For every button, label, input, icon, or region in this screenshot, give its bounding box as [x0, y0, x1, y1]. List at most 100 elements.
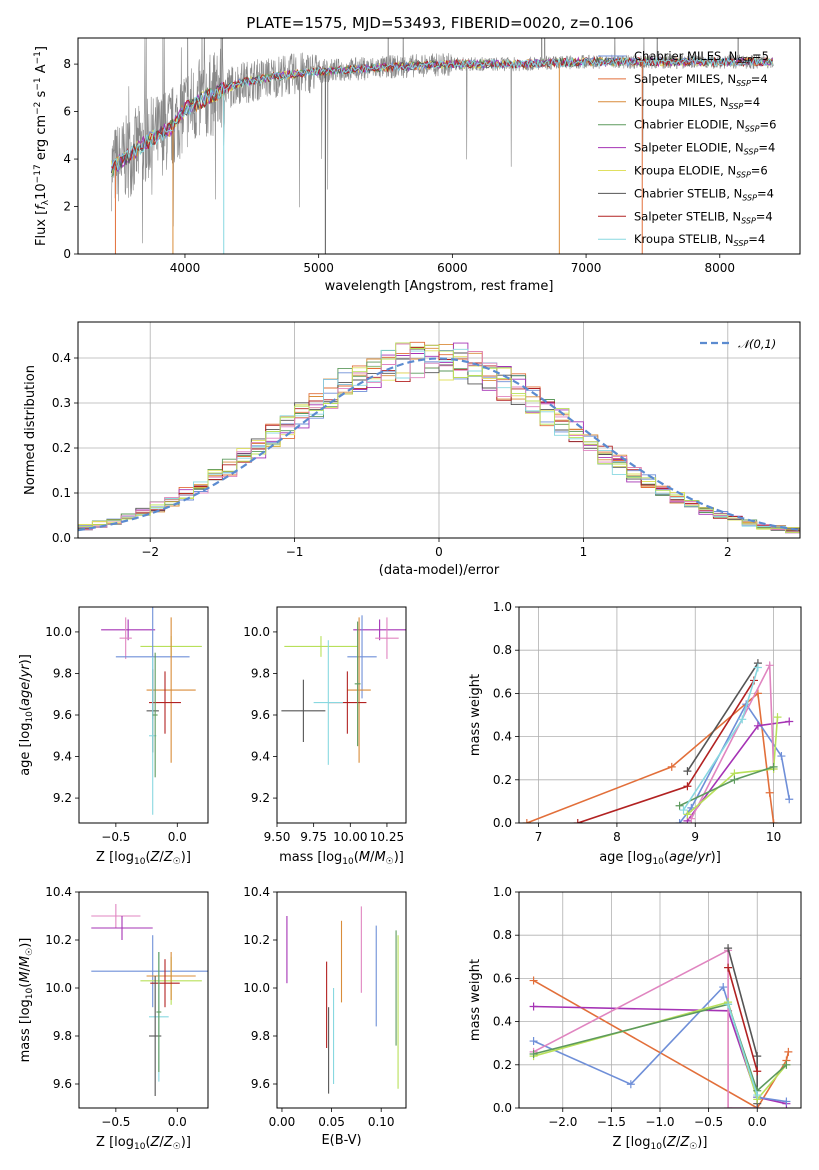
clip-ageZ-plot-area [101, 607, 202, 815]
mwZ-marker-0-0 [529, 976, 538, 985]
spectrum-frame [77, 37, 801, 255]
mwZ-ylabel: mass weight [468, 959, 483, 1041]
massweight-vs-Z-xtick-label-1: −1.5 [597, 1115, 626, 1129]
massZ-xlabel: Z [log10(Z/Z☉)] [96, 1135, 191, 1152]
mass-vs-ebv-ytick-label-2: 10.0 [243, 981, 270, 995]
mass-vs-ebv-panel: 0.00 0.05 0.10 9.6 9.8 10.0 10.2 10.4 E(B-V) [243, 885, 407, 1148]
hist-xlabel: (data-model)/error [379, 563, 500, 578]
ageZ-xlabel: Z [log10(Z/Z☉)] [96, 850, 191, 867]
legend-label-3: Chabrier ELODIE, NSSP=6 [634, 118, 776, 134]
massweight-vs-Z-ytick-label-1: 0.2 [493, 1058, 512, 1072]
massweight-vs-Z-xtick-label-3: −0.5 [694, 1115, 723, 1129]
massweight-vs-age-ytick-label-2: 0.4 [493, 730, 512, 744]
gaussian-curve [78, 357, 800, 532]
massweight-vs-age-xtick-label-1: 8 [613, 830, 621, 844]
spectrum-ytick-label-2: 4 [63, 152, 71, 166]
mwZ-marker-3-2 [724, 1104, 733, 1108]
residual-hist-xtick-label-2: 0 [435, 545, 443, 559]
clip-mwZ-plot-area [529, 944, 793, 1108]
clip-ageM-plot-area [281, 615, 406, 765]
mwZ-xlabel: Z [log10(Z/Z☉)] [613, 1135, 708, 1152]
mwAge-marker-4-2 [785, 717, 794, 726]
ageM-frame [276, 606, 407, 824]
spectrum-xtick-label-3: 7000 [571, 261, 602, 275]
mwAge-marker-1-0 [675, 819, 684, 823]
spectrum-legend: Chabrier MILES, NSSP=5 Salpeter MILES, NS… [598, 49, 776, 248]
mwAge-frame [518, 606, 802, 824]
legend-label-7: Salpeter STELIB, NSSP=4 [634, 209, 773, 225]
age-vs-Z-ytick-label-0: 9.2 [53, 791, 72, 805]
spectrum-xtick-label-2: 6000 [437, 261, 468, 275]
age-vs-mass-xtick-label-1: 9.75 [300, 830, 327, 844]
age-vs-Z-ytick-label-3: 9.8 [53, 666, 72, 680]
clip-spec-plot-area [110, 38, 774, 254]
mwZ-marker-8-1 [753, 1091, 762, 1100]
age-vs-mass-ytick-label-0: 9.2 [251, 791, 270, 805]
mwAge-marker-1-4 [785, 795, 794, 804]
mwAge-marker-7-1 [730, 775, 739, 784]
mwAge-marker-5-0 [687, 814, 696, 823]
massweight-vs-Z-ytick-label-4: 0.8 [493, 928, 512, 942]
age-vs-mass-xtick-label-0: 9.50 [264, 830, 291, 844]
mwAge-ylabel: mass weight [468, 674, 483, 756]
massweight-vs-age-ytick-label-0: 0.0 [493, 816, 512, 830]
massweight-vs-age-ytick-label-4: 0.8 [493, 643, 512, 657]
residual-hist-ytick-label-4: 0.4 [52, 351, 71, 365]
massweight-vs-age-xtick-label-3: 10 [766, 830, 781, 844]
mwZ-series-5 [727, 967, 758, 1072]
mass-vs-Z-ytick-label-4: 10.4 [45, 885, 72, 899]
spectrum-ytick-label-3: 6 [63, 105, 71, 119]
legend-label-6: Chabrier STELIB, NSSP=4 [634, 186, 774, 202]
massE-xlabel: E(B-V) [321, 1133, 361, 1148]
mwZ-marker-8-0 [724, 1000, 733, 1009]
mwAge-marker-0-4 [769, 819, 778, 823]
spectrum-panel: 4000 5000 6000 7000 8000 0 2 4 6 8 wavelength [Ang… [33, 37, 801, 294]
mass-vs-Z-panel: −0.5 0.0 9.6 9.8 10.0 10.2 10.4 Z [log10(Z/Z☉)]… [18, 885, 209, 1152]
age-vs-Z-ytick-label-4: 10.0 [45, 625, 72, 639]
clip-mwAge-plot-area [522, 659, 794, 823]
mass-vs-ebv-xtick-label-0: 0.00 [269, 1115, 296, 1129]
mwZ-frame [518, 891, 802, 1109]
massweight-vs-age-xtick-label-0: 7 [535, 830, 543, 844]
mass-vs-Z-ytick-label-2: 10.0 [45, 981, 72, 995]
age-vs-mass-ytick-label-1: 9.4 [251, 750, 270, 764]
massweight-vs-Z-xtick-label-2: −1.0 [645, 1115, 674, 1129]
mwAge-series-3 [577, 679, 755, 823]
mass-vs-Z-ytick-label-3: 10.2 [45, 933, 72, 947]
legend-label-1: Salpeter MILES, NSSP=4 [634, 72, 768, 88]
massweight-vs-Z-xtick-label-0: −2.0 [548, 1115, 577, 1129]
spectrum-ytick-label-4: 8 [63, 57, 71, 71]
mwAge-series-0 [526, 691, 775, 823]
mwAge-marker-3-0 [573, 819, 582, 823]
mass-vs-Z-ytick-label-1: 9.8 [53, 1029, 72, 1043]
hist-ylabel: Normed distribution [23, 365, 38, 495]
spectrum-xlabel: wavelength [Angstrom, rest frame] [325, 279, 554, 294]
age-vs-Z-panel: −0.5 0.0 9.2 9.4 9.6 9.8 10.0 Z [log10(Z/Z☉)] ag… [18, 606, 209, 867]
legend-label-8: Kroupa STELIB, NSSP=4 [634, 232, 765, 248]
ageZ-ylabel: age [log10(age/yr)] [18, 654, 35, 776]
clip-massZ-plot-area [91, 904, 208, 1096]
massweight-vs-age-ytick-label-1: 0.2 [493, 773, 512, 787]
mwAge-marker-7-2 [769, 762, 778, 771]
mwZ-marker-5-1 [753, 1067, 762, 1076]
age-vs-Z-ytick-label-1: 9.4 [53, 750, 72, 764]
mwAge-marker-8-0 [679, 806, 688, 815]
age-vs-mass-panel: 9.50 9.75 10.00 10.25 9.2 9.4 9.6 9.8 10.0 mass [… [243, 606, 407, 867]
age-vs-mass-ytick-label-3: 9.8 [251, 666, 270, 680]
age-vs-Z-ytick-label-2: 9.6 [53, 708, 72, 722]
mwZ-marker-0-3 [784, 1047, 793, 1056]
ageM-xlabel: mass [log10(M/M☉)] [279, 850, 404, 867]
mwZ-series-3 [533, 948, 758, 1108]
mwZ-marker-2-2 [719, 983, 728, 992]
mwAge-series-7 [679, 766, 774, 807]
mass-vs-ebv-xtick-label-1: 0.05 [318, 1115, 345, 1129]
mass-vs-ebv-xtick-label-2: 0.10 [368, 1115, 395, 1129]
mwAge-marker-6-3 [773, 713, 782, 722]
mwAge-marker-4-1 [753, 721, 762, 730]
age-vs-mass-ytick-label-4: 10.0 [243, 625, 270, 639]
mwAge-marker-7-0 [675, 801, 684, 810]
massweight-vs-age-ytick-label-5: 1.0 [493, 600, 512, 614]
legend-label-2: Kroupa MILES, NSSP=4 [634, 95, 760, 111]
mass-vs-Z-xtick-label-1: 0.0 [168, 1115, 187, 1129]
